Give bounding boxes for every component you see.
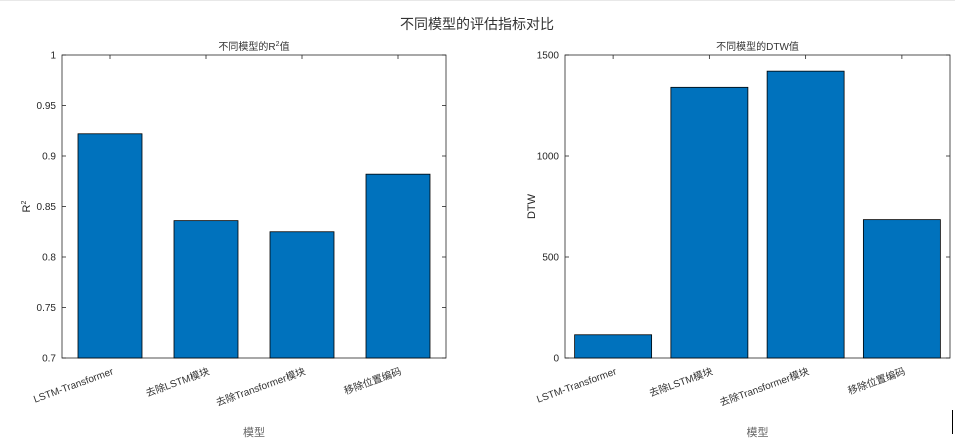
bar: [766, 70, 845, 359]
y-tick-label: 1000: [537, 152, 560, 163]
bar: [574, 334, 653, 359]
x-axis-label: 模型: [243, 425, 265, 439]
x-tick-label: 移除位置编码: [846, 365, 907, 398]
bar: [77, 133, 143, 359]
y-axis-label: DTW: [526, 193, 538, 219]
bar: [173, 220, 239, 359]
x-tick-label: 移除位置编码: [342, 365, 403, 398]
window-edge-mark: [952, 410, 953, 434]
y-tick-label: 0.9: [42, 152, 56, 163]
y-tick-label: 1500: [537, 51, 560, 62]
y-tick-label: 0.8: [42, 253, 56, 264]
figure-title: 不同模型的评估指标对比: [400, 17, 554, 33]
bar: [365, 173, 431, 359]
y-tick-label: 500: [542, 253, 559, 264]
plot-frame: [564, 54, 951, 359]
x-tick-label: 去除LSTM模块: [647, 365, 714, 400]
y-tick-label: 0.85: [37, 202, 57, 213]
bar: [862, 219, 941, 359]
y-tick-label: 0.7: [42, 354, 56, 365]
chart-title: 不同模型的R2值: [218, 40, 289, 53]
x-tick-label: LSTM-Transformer: [32, 366, 115, 405]
bar: [269, 231, 335, 359]
y-tick-label: 0: [553, 354, 559, 365]
chart-title: 不同模型的DTW值: [716, 40, 799, 53]
y-axis-label: R2: [21, 200, 33, 212]
x-axis-label: 模型: [747, 425, 769, 439]
chart-dtw: 0 500 1000 1500 LSTM-Transformer 去除LSTM模块 去除Tr…: [526, 40, 951, 439]
y-tick-label: 0.95: [37, 101, 57, 112]
chart-r2: 0.7 0.75 0.8 0.85 0.9 0.95 1 LSTM-Transformer 去除…: [21, 40, 447, 439]
x-tick-label: 去除Transformer模块: [718, 365, 811, 409]
y-tick-label: 1: [50, 51, 56, 62]
top-border: [0, 0, 955, 1]
y-tick-label: 0.75: [37, 303, 57, 314]
bar: [670, 86, 749, 359]
x-tick-label: LSTM-Transformer: [535, 366, 618, 405]
x-tick-label: 去除Transformer模块: [214, 365, 307, 409]
x-tick-label: 去除LSTM模块: [144, 365, 211, 400]
